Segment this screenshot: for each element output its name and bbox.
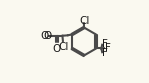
Text: O: O xyxy=(53,44,61,54)
Text: O: O xyxy=(44,31,52,41)
Text: Cl: Cl xyxy=(58,42,68,52)
Text: F: F xyxy=(102,39,108,49)
Text: Cl: Cl xyxy=(79,16,89,26)
Text: O: O xyxy=(40,31,48,41)
Text: F: F xyxy=(104,43,110,53)
Text: F: F xyxy=(102,48,108,58)
